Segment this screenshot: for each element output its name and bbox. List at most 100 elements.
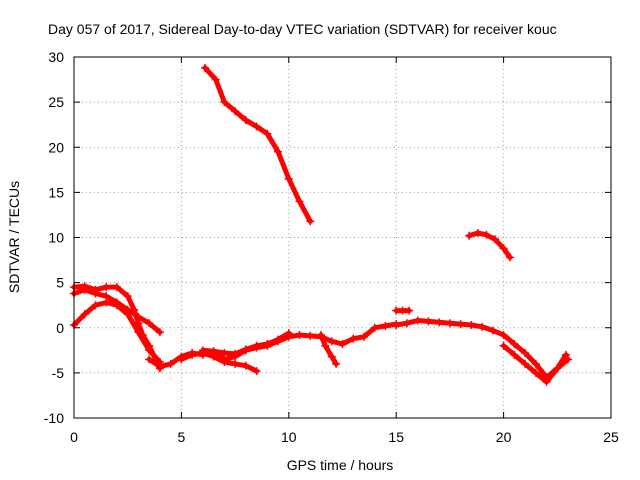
- data-point: [405, 306, 414, 315]
- data-point: [321, 341, 330, 350]
- data-point: [91, 301, 100, 310]
- data-point: [465, 231, 474, 240]
- data-point: [488, 326, 497, 335]
- y-tick-label: -5: [52, 365, 65, 381]
- data-point: [134, 328, 143, 337]
- data-point: [284, 332, 293, 341]
- data-point: [155, 362, 164, 371]
- data-point: [231, 107, 240, 116]
- data-point: [284, 174, 293, 183]
- data-point: [123, 292, 132, 301]
- x-tick-label: 10: [281, 429, 297, 445]
- data-point: [531, 368, 540, 377]
- y-tick-label: 30: [48, 49, 64, 65]
- data-point: [80, 310, 89, 319]
- data-point: [201, 63, 210, 72]
- data-point: [370, 323, 379, 332]
- tick-layer: 0 5 10 15 20 25 -10 -5 0 5 10 15 20 25 30: [44, 49, 619, 445]
- data-point: [91, 289, 100, 298]
- data-point: [134, 312, 143, 321]
- data-point: [263, 129, 272, 138]
- data-point: [220, 98, 229, 107]
- data-point: [499, 330, 508, 339]
- data-point: [445, 319, 454, 328]
- data-point: [145, 346, 154, 355]
- data-point: [177, 355, 186, 364]
- data-point: [349, 334, 358, 343]
- y-tick-label: 5: [56, 275, 64, 291]
- data-point: [553, 364, 562, 373]
- data-point: [338, 339, 347, 348]
- x-tick-label: 20: [496, 429, 512, 445]
- data-point: [413, 316, 422, 325]
- data-point: [473, 228, 482, 237]
- series-arc-4: [71, 300, 163, 365]
- x-tick-label: 0: [70, 429, 78, 445]
- series-arc-9: [318, 332, 339, 367]
- data-point: [112, 283, 121, 292]
- data-point: [155, 328, 164, 337]
- series-layer: [70, 63, 573, 386]
- data-point: [531, 359, 540, 368]
- data-point: [123, 305, 132, 314]
- series-arc-1: [202, 65, 313, 224]
- data-point: [274, 337, 283, 346]
- data-point: [80, 285, 89, 294]
- data-point: [188, 350, 197, 359]
- grid-layer: [74, 57, 611, 418]
- data-point: [306, 217, 315, 226]
- data-point: [198, 346, 207, 355]
- data-point: [231, 352, 240, 361]
- data-point: [435, 318, 444, 327]
- data-point: [359, 332, 368, 341]
- data-point: [499, 244, 508, 253]
- data-point: [491, 235, 500, 244]
- data-point: [499, 341, 508, 350]
- data-point: [112, 298, 121, 307]
- data-point: [166, 359, 175, 368]
- data-point: [521, 359, 530, 368]
- chart-title: Day 057 of 2017, Sidereal Day-to-day VTE…: [48, 21, 557, 37]
- data-point: [209, 347, 218, 356]
- data-point: [317, 330, 326, 339]
- y-tick-label: 20: [48, 139, 64, 155]
- data-point: [220, 355, 229, 364]
- data-point: [145, 319, 154, 328]
- data-point: [252, 122, 261, 131]
- data-point: [392, 321, 401, 330]
- data-point: [306, 331, 315, 340]
- data-point: [506, 253, 515, 262]
- data-point: [402, 319, 411, 328]
- y-tick-label: 10: [48, 230, 64, 246]
- data-point: [241, 116, 250, 125]
- y-axis-label: SDTVAR / TECUs: [6, 181, 22, 293]
- data-point: [424, 317, 433, 326]
- y-tick-label: 25: [48, 94, 64, 110]
- y-tick-label: -10: [44, 410, 64, 426]
- data-point: [381, 321, 390, 330]
- data-point: [467, 321, 476, 330]
- x-axis-label: GPS time / hours: [287, 457, 394, 473]
- data-point: [211, 75, 220, 84]
- data-point: [102, 283, 111, 292]
- data-point: [231, 359, 240, 368]
- data-point: [102, 292, 111, 301]
- data-point: [478, 322, 487, 331]
- data-point: [332, 359, 341, 368]
- data-point: [241, 361, 250, 370]
- y-tick-label: 15: [48, 184, 64, 200]
- x-tick-label: 15: [388, 429, 404, 445]
- data-point: [241, 346, 250, 355]
- x-tick-label: 5: [178, 429, 186, 445]
- data-point: [295, 330, 304, 339]
- data-point: [510, 339, 519, 348]
- data-point: [561, 350, 570, 359]
- data-point: [510, 350, 519, 359]
- data-point: [327, 352, 336, 361]
- y-tick-label: 0: [56, 320, 64, 336]
- x-tick-label: 25: [603, 429, 619, 445]
- data-point: [252, 343, 261, 352]
- data-point: [521, 349, 530, 358]
- data-point: [295, 197, 304, 206]
